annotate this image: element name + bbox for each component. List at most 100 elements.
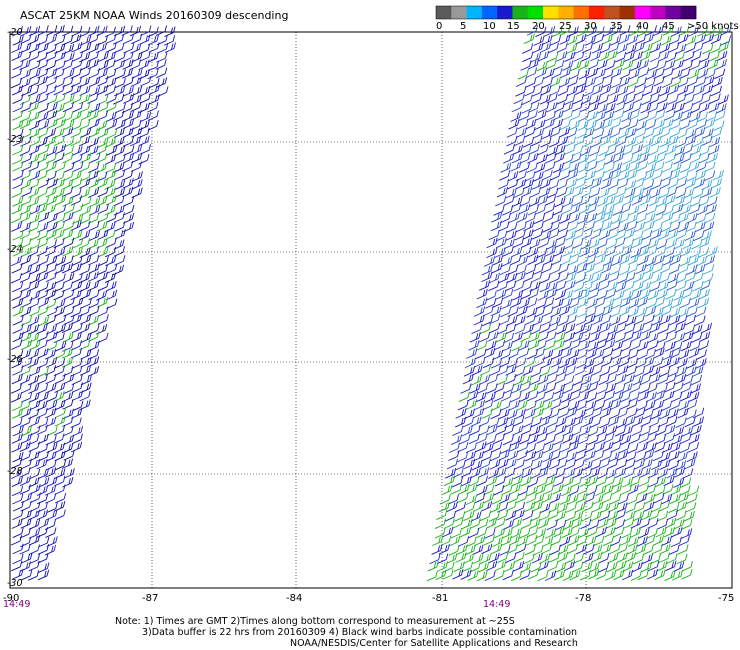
barb-flag: [624, 136, 627, 143]
barb-shaft: [654, 124, 664, 130]
barb-flag: [44, 316, 47, 324]
wind-barb: [71, 358, 83, 369]
barb-shaft: [61, 192, 72, 197]
wind-barb: [28, 324, 40, 335]
barb-shaft: [46, 227, 56, 233]
barb-flag: [87, 51, 91, 59]
barb-flag: [164, 59, 167, 66]
barb-flag: [97, 230, 100, 237]
barb-flag: [129, 111, 132, 119]
barb-shaft: [37, 98, 48, 104]
wind-barb: [79, 93, 91, 105]
wind-barb: [54, 51, 66, 62]
barb-shaft: [45, 90, 55, 96]
barb-shaft: [105, 200, 115, 206]
barb-shaft: [661, 167, 672, 173]
barb-flag: [37, 120, 40, 127]
barb-flag: [28, 221, 32, 229]
barb-flag: [138, 59, 141, 66]
barb-flag: [104, 324, 108, 331]
wind-barb: [539, 187, 551, 198]
wind-barb: [615, 136, 627, 147]
wind-barb: [63, 203, 75, 215]
barb-flag: [710, 135, 713, 142]
wind-barb: [710, 177, 722, 189]
barb-flag: [122, 25, 126, 32]
barb-flag: [585, 128, 588, 135]
barb-shaft: [36, 329, 47, 335]
barb-shaft: [71, 278, 82, 284]
wind-barb: [20, 383, 32, 394]
barb-flag: [139, 101, 142, 108]
barb-flag: [35, 291, 38, 298]
barb-shaft: [19, 83, 30, 89]
barb-flag: [79, 347, 82, 355]
wind-barb: [79, 178, 91, 189]
barb-flag: [46, 211, 50, 219]
barb-flag: [105, 296, 109, 304]
barb-flag: [123, 153, 126, 160]
barb-flag: [106, 229, 109, 236]
barb-shaft: [20, 141, 30, 147]
barb-flag: [111, 52, 114, 59]
barb-shaft: [579, 252, 589, 258]
barb-shaft: [524, 132, 534, 138]
wind-barb: [112, 34, 125, 45]
barb-flag: [725, 50, 728, 57]
barb-flag: [123, 221, 126, 228]
wind-barb: [10, 77, 22, 89]
barb-flag: [88, 220, 91, 228]
wind-barb: [105, 162, 117, 174]
barb-shaft: [676, 234, 686, 240]
barb-shaft: [29, 345, 39, 351]
barb-flag: [662, 118, 666, 126]
barb-shaft: [602, 32, 612, 37]
wind-barb: [121, 161, 134, 172]
wind-barb: [131, 33, 143, 45]
barb-shaft: [636, 31, 647, 37]
wind-barb: [46, 331, 58, 342]
wind-barb: [71, 365, 83, 377]
barb-shaft: [62, 337, 72, 343]
barb-flag: [38, 273, 41, 280]
barb-shaft: [53, 141, 64, 146]
barb-shaft: [600, 90, 610, 96]
wind-barb: [62, 255, 74, 266]
wind-barb: [20, 25, 32, 37]
wind-barb: [87, 271, 99, 282]
barb-flag: [26, 290, 29, 297]
barb-flag: [20, 281, 24, 288]
barb-flag: [85, 146, 89, 153]
barb-flag: [690, 195, 693, 203]
wind-barb: [12, 323, 24, 334]
barb-shaft: [37, 336, 47, 342]
barb-shaft: [695, 82, 705, 88]
wind-barb: [96, 177, 109, 189]
barb-flag: [79, 313, 82, 321]
barb-shaft: [130, 125, 140, 131]
barb-flag: [157, 84, 160, 91]
barb-shaft: [705, 209, 716, 215]
wind-barb: [46, 178, 58, 189]
barb-flag: [705, 111, 708, 118]
barb-shaft: [62, 158, 72, 164]
wind-barb: [521, 43, 534, 54]
barb-shaft: [28, 286, 38, 292]
barb-flag: [89, 349, 92, 356]
barb-flag: [689, 152, 692, 160]
barb-flag: [719, 85, 722, 92]
barb-shaft: [576, 175, 587, 181]
wind-barb: [79, 365, 92, 376]
barb-shaft: [113, 217, 124, 223]
barb-flag: [106, 127, 109, 135]
barb-shaft: [11, 31, 22, 37]
wind-barb: [563, 186, 575, 198]
barb-shaft: [147, 66, 158, 72]
barb-shaft: [88, 295, 98, 301]
barb-flag: [36, 221, 40, 228]
wind-barb: [164, 42, 176, 53]
barb-shaft: [562, 202, 573, 208]
barb-shaft: [680, 116, 691, 122]
wind-barb: [46, 212, 58, 224]
barb-flag: [646, 246, 650, 253]
